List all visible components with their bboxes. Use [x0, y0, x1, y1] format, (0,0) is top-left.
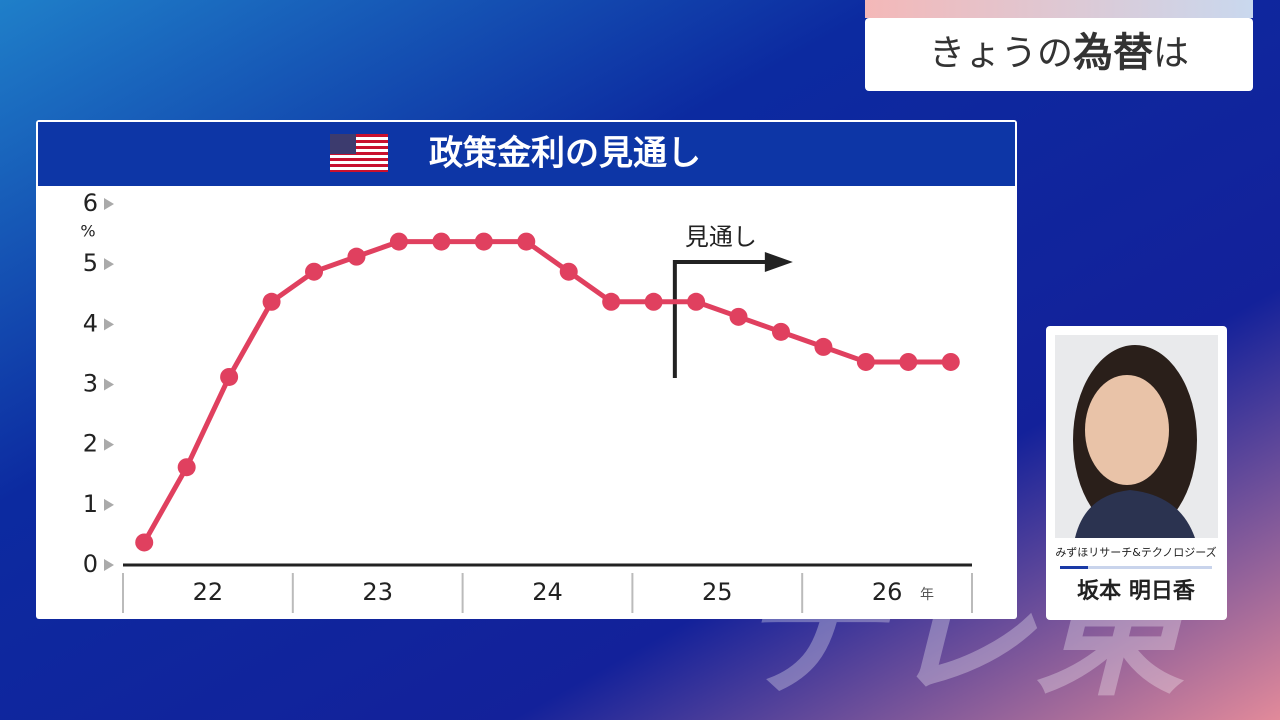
x-tick-label: 26 [872, 578, 903, 606]
forecast-arrowhead [764, 252, 793, 272]
point [771, 322, 790, 341]
banner-suffix: は [1153, 33, 1189, 74]
banner-prefix: きょうの [929, 33, 1073, 74]
point [389, 232, 408, 251]
y-tick-label: 0 [83, 550, 98, 578]
chart-panel [36, 120, 1017, 619]
x-unit: 年 [920, 587, 934, 603]
point [177, 458, 196, 477]
banner-text: きょうの為替は [929, 30, 1189, 76]
point [814, 337, 833, 356]
x-tick-label: 22 [193, 578, 224, 606]
y-tick-mark [104, 438, 114, 451]
x-tick-label: 24 [532, 578, 563, 606]
point [941, 352, 960, 371]
y-tick-label: 2 [83, 430, 98, 458]
point [474, 232, 493, 251]
point [262, 292, 281, 311]
point [220, 367, 239, 386]
chart-title-bar [38, 122, 1015, 186]
y-tick-mark [104, 378, 114, 391]
presenter-family-name: 坂本 [1077, 579, 1121, 604]
point [135, 533, 154, 552]
y-tick-mark [104, 559, 114, 571]
presenter-organization: みずほリサーチ&テクノロジーズ [1055, 545, 1216, 559]
point [602, 292, 621, 311]
y-tick-mark [104, 258, 114, 271]
x-tick-label: 23 [362, 578, 393, 606]
y-unit: % [80, 222, 95, 241]
y-tick-mark [104, 198, 114, 210]
banner-strip [865, 0, 1253, 18]
y-tick-mark [104, 498, 114, 511]
point [517, 232, 536, 251]
presenter-divider [1060, 566, 1212, 569]
point [432, 232, 451, 251]
point [559, 262, 578, 281]
forecast-label: 見通し [685, 223, 757, 251]
presenter-photo [1055, 335, 1218, 538]
presenter-name: 坂本 明日香 [1077, 579, 1195, 604]
y-tick-mark [104, 318, 114, 331]
x-tick-label: 25 [702, 578, 733, 606]
point [899, 352, 918, 371]
us-flag [330, 134, 388, 172]
point [305, 262, 324, 281]
presenter-given-name: 明日香 [1129, 579, 1195, 604]
banner-emphasis: 為替 [1073, 30, 1153, 76]
y-tick-label: 6 [83, 189, 98, 217]
point [856, 352, 875, 371]
y-tick-label: 5 [83, 249, 98, 277]
y-tick-label: 1 [83, 490, 98, 518]
point [347, 247, 366, 266]
point [729, 307, 748, 326]
presenter-divider-accent [1060, 566, 1088, 569]
forecast-arrow [672, 260, 770, 378]
point [687, 292, 706, 311]
y-tick-label: 3 [83, 370, 98, 398]
y-tick-label: 4 [83, 309, 98, 337]
chart-title: 政策金利の見通し [429, 134, 701, 174]
point [644, 292, 663, 311]
banner [865, 18, 1253, 91]
